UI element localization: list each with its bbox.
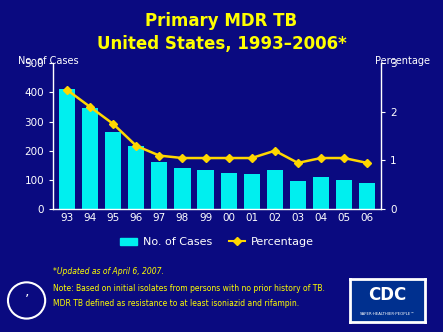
- Bar: [221, 173, 237, 209]
- Bar: [82, 108, 98, 209]
- Bar: [244, 174, 260, 209]
- Bar: [290, 181, 306, 209]
- Bar: [128, 146, 144, 209]
- Bar: [59, 89, 75, 209]
- Text: Percentage: Percentage: [375, 56, 430, 66]
- Legend: No. of Cases, Percentage: No. of Cases, Percentage: [116, 233, 318, 252]
- Bar: [313, 177, 329, 209]
- Bar: [198, 170, 214, 209]
- Text: ’: ’: [24, 293, 29, 307]
- Text: Note: Based on initial isolates from persons with no prior history of TB.: Note: Based on initial isolates from per…: [53, 284, 325, 293]
- Text: No. of Cases: No. of Cases: [18, 56, 78, 66]
- Text: CDC: CDC: [369, 286, 407, 304]
- Bar: [105, 132, 121, 209]
- Text: SAFER·HEALTHIER·PEOPLE™: SAFER·HEALTHIER·PEOPLE™: [360, 312, 415, 316]
- Bar: [267, 170, 283, 209]
- Bar: [175, 168, 190, 209]
- Text: *Updated as of April 6, 2007.: *Updated as of April 6, 2007.: [53, 267, 164, 276]
- Text: United States, 1993–2006*: United States, 1993–2006*: [97, 35, 346, 53]
- Bar: [336, 180, 352, 209]
- Text: MDR TB defined as resistance to at least isoniazid and rifampin.: MDR TB defined as resistance to at least…: [53, 299, 299, 308]
- Bar: [151, 162, 167, 209]
- Text: Primary MDR TB: Primary MDR TB: [145, 12, 298, 30]
- Bar: [359, 183, 375, 209]
